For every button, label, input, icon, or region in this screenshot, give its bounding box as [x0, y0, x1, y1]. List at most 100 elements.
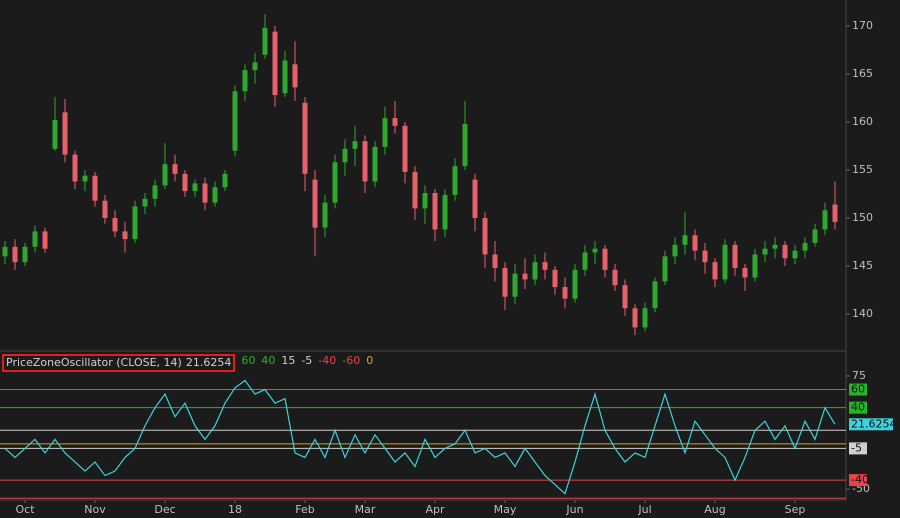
x-tick-label: Feb	[295, 503, 314, 516]
x-tick-label: Dec	[154, 503, 175, 516]
y-tick-label: 145	[852, 259, 873, 272]
candle-body	[122, 231, 128, 240]
candle-body	[442, 194, 448, 230]
candle-body	[382, 118, 388, 147]
candle-body	[552, 269, 558, 288]
candle-body	[452, 166, 458, 195]
candle-body	[412, 171, 418, 209]
x-tick-label: Apr	[425, 503, 445, 516]
level-label: 60	[241, 354, 256, 367]
x-tick-label: Nov	[84, 503, 106, 516]
candle-body	[192, 183, 198, 192]
candle-body	[642, 308, 648, 328]
candle-body	[482, 217, 488, 255]
candle-body	[222, 173, 228, 188]
candle-body	[542, 262, 548, 270]
candle-body	[522, 273, 528, 280]
candle-body	[52, 120, 58, 149]
candle-body	[802, 242, 808, 251]
x-tick-label: Jul	[637, 503, 651, 516]
candle-body	[422, 193, 428, 209]
candle-body	[822, 210, 828, 230]
level-box-label: -5	[851, 441, 862, 454]
y-tick-label: 150	[852, 211, 873, 224]
candle-body	[692, 235, 698, 251]
level-box	[849, 401, 867, 414]
candle-body	[832, 204, 838, 222]
candle-body	[302, 102, 308, 174]
y-tick-label: 165	[852, 67, 873, 80]
candle-body	[462, 123, 468, 167]
x-tick-label: Jun	[565, 503, 583, 516]
candle-body	[202, 183, 208, 203]
last-value-box	[849, 418, 893, 431]
study-value: 21.6254	[185, 356, 232, 369]
candle-body	[492, 254, 498, 268]
x-tick-label: Aug	[704, 503, 725, 516]
level-label: 0	[366, 354, 374, 367]
candle-body	[162, 164, 168, 186]
candle-body	[112, 217, 118, 232]
candle-body	[392, 118, 398, 126]
candle-body	[72, 154, 78, 182]
oscillator-line	[4, 379, 836, 495]
candle-body	[512, 273, 518, 297]
candle-body	[232, 91, 238, 151]
candle-body	[362, 141, 368, 182]
level-box-label: 40	[851, 401, 865, 414]
candle-body	[312, 179, 318, 228]
candle-body	[272, 31, 278, 96]
candle-body	[572, 269, 578, 299]
candle-body	[132, 206, 138, 240]
candle-body	[172, 164, 178, 174]
candle-body	[142, 198, 148, 207]
candle-body	[672, 244, 678, 257]
level-label: 40	[261, 354, 276, 367]
candle-body	[322, 202, 328, 228]
level-box-label: 60	[851, 383, 865, 396]
candle-body	[262, 27, 268, 55]
candle-body	[62, 112, 68, 155]
candle-body	[722, 244, 728, 280]
candle-body	[42, 231, 48, 249]
candle-body	[682, 235, 688, 245]
candle-body	[432, 193, 438, 230]
candle-body	[372, 146, 378, 182]
candle-body	[562, 287, 568, 299]
candle-body	[472, 179, 478, 218]
level-label: -40	[318, 354, 337, 367]
candle-body	[582, 252, 588, 270]
candle-body	[592, 248, 598, 253]
candle-body	[502, 267, 508, 297]
candle-body	[252, 62, 258, 71]
y-tick-label: 75	[852, 369, 866, 382]
level-box-label: -40	[851, 473, 869, 486]
candle-body	[812, 229, 818, 243]
candle-body	[612, 269, 618, 286]
candle-body	[752, 254, 758, 278]
candle-body	[342, 148, 348, 163]
candle-body	[782, 244, 788, 259]
candle-body	[702, 250, 708, 263]
candle-body	[742, 267, 748, 278]
y-tick-label: 155	[852, 163, 873, 176]
candle-body	[152, 185, 158, 199]
study-title-box[interactable]: PriceZoneOscillator (CLOSE, 14) 21.6254	[2, 354, 236, 372]
level-box	[849, 442, 867, 455]
candle-body	[212, 187, 218, 203]
x-tick-label: 18	[228, 503, 242, 516]
last-value-label: 21.6254	[851, 417, 897, 430]
level-label: 15	[281, 354, 296, 367]
candle-body	[532, 262, 538, 280]
level-label: -5	[301, 354, 313, 367]
candle-body	[602, 248, 608, 270]
candle-body	[332, 162, 338, 203]
candle-body	[402, 125, 408, 172]
study-title: PriceZoneOscillator (CLOSE, 14)	[6, 356, 182, 369]
x-tick-label: Mar	[355, 503, 376, 516]
level-box	[849, 474, 867, 487]
candle-body	[772, 244, 778, 249]
